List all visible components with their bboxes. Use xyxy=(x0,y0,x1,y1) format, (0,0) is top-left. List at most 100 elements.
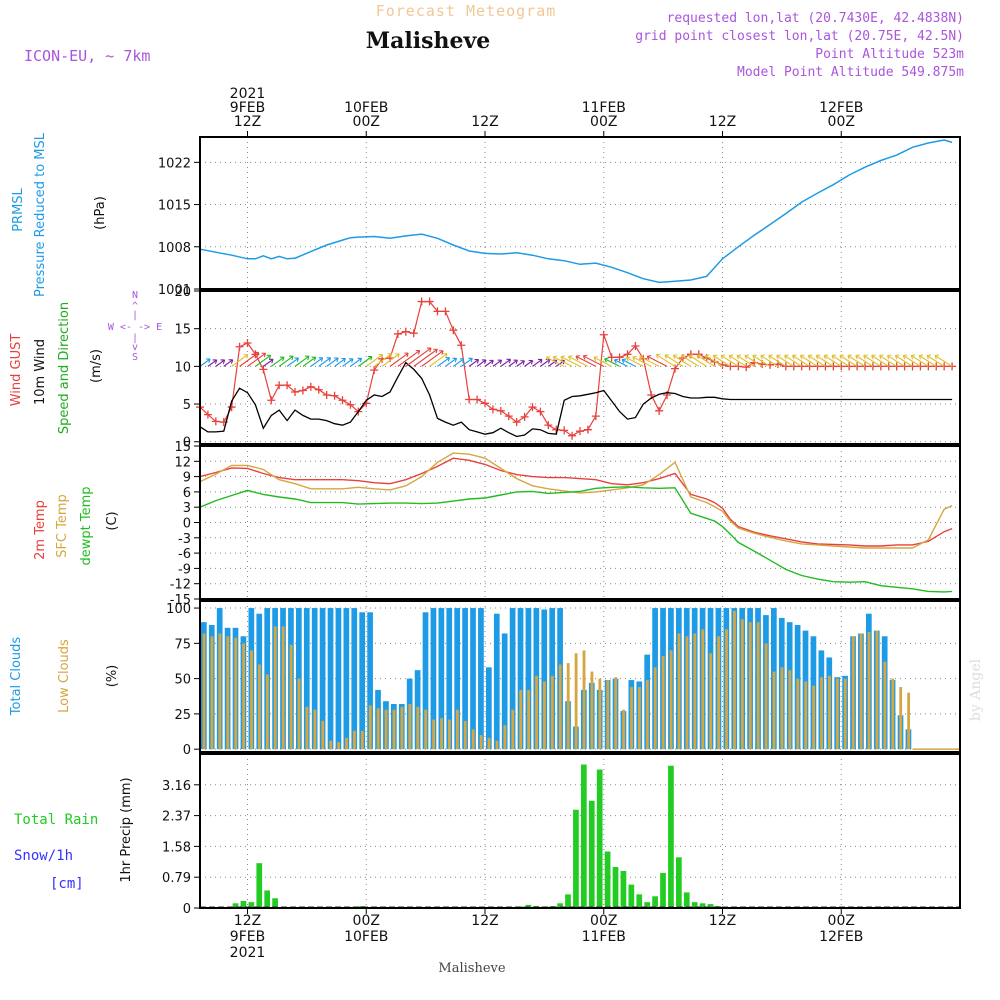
y-tick-label: -6 xyxy=(178,547,191,562)
low-cloud-bar xyxy=(202,633,206,750)
wind-direction-arrow xyxy=(247,352,266,367)
low-cloud-bar xyxy=(210,636,214,750)
compass-down: v xyxy=(132,342,138,353)
wind-direction-arrow xyxy=(568,355,589,367)
wind-arrow-head xyxy=(415,349,421,355)
wind-direction-arrow xyxy=(500,358,511,367)
y-tick-label: 75 xyxy=(174,637,191,652)
requested-coords: requested lon,lat (20.7430E, 42.4838N) xyxy=(667,11,964,26)
top-time-label: 12Z xyxy=(471,114,498,130)
wind-10m-line xyxy=(199,361,953,438)
rain-bar xyxy=(232,903,239,908)
low-cloud-bar xyxy=(638,687,641,750)
wind-arrow-head xyxy=(926,354,932,360)
wind-direction-arrow xyxy=(632,356,652,367)
wind-arrow-head xyxy=(863,354,868,360)
wind-arrow-head xyxy=(934,354,939,360)
top-time-label: 12Z xyxy=(709,114,736,130)
wind-direction-arrow xyxy=(389,352,409,367)
wind-arrow-head xyxy=(206,358,211,364)
wind-direction-arrow xyxy=(334,358,346,367)
wind-arrow-head xyxy=(696,354,701,360)
total-cloud-bar xyxy=(319,608,326,750)
low-cloud-bar xyxy=(883,661,887,750)
temp-sfc-label: SFC Temp xyxy=(55,494,70,558)
wind-gust-marker xyxy=(583,425,592,434)
wind-arrow-head xyxy=(712,354,718,360)
wind-arrow-head xyxy=(918,354,924,360)
rain-bar xyxy=(676,857,682,908)
wind-direction-arrow xyxy=(365,354,383,367)
low-cloud-bar xyxy=(748,622,752,750)
low-cloud-bar xyxy=(242,643,246,750)
wind-direction-arrow xyxy=(736,355,755,367)
wind-direction-arrow xyxy=(680,354,700,367)
wind-direction-arrow xyxy=(839,355,858,367)
total-cloud-bar xyxy=(327,608,334,750)
wind-direction-arrow xyxy=(720,355,739,367)
wind-direction-arrow xyxy=(302,356,316,367)
rain-bar xyxy=(525,904,532,908)
wind-direction-arrow xyxy=(255,354,271,367)
low-cloud-bar xyxy=(709,653,713,750)
wind-direction-arrow xyxy=(373,353,392,367)
compass-bar-2: | xyxy=(132,333,138,344)
wind-gust-marker xyxy=(655,406,664,415)
wind-direction-arrow xyxy=(626,357,644,367)
wind-direction-arrow xyxy=(902,355,921,367)
wind-arrow-head xyxy=(387,353,393,358)
wind-arrow-head xyxy=(266,354,272,360)
low-cloud-bar xyxy=(297,678,301,750)
y-tick-label: 15 xyxy=(174,323,191,338)
bottom-time-label: 10FEB xyxy=(344,929,388,945)
temp-sfc-line xyxy=(199,452,953,549)
compass-up: ^ xyxy=(132,301,138,312)
low-cloud-bar xyxy=(440,718,443,750)
panel-frame-temperature xyxy=(199,445,961,600)
wind-arrow-head xyxy=(614,358,619,364)
low-cloud-bar xyxy=(250,650,253,750)
temp-unit: (C) xyxy=(105,511,120,530)
wind-direction-arrow xyxy=(895,355,913,367)
wind-direction-arrow xyxy=(278,355,294,367)
point-altitude: Point Altitude 523m xyxy=(815,47,964,62)
wind-arrow-head xyxy=(445,357,451,362)
temp-dewpt-line xyxy=(199,486,953,593)
wind-arrow-head xyxy=(520,360,525,365)
compass-we: W <- -> E xyxy=(108,322,162,333)
wind-direction-arrow xyxy=(223,359,234,367)
pressure-label-2: Pressure Reduced to MSL xyxy=(33,132,48,297)
wind-gust-marker xyxy=(473,395,482,404)
wind-direction-arrow xyxy=(752,355,771,367)
wind-gust-marker xyxy=(686,350,695,359)
wind-arrow-head xyxy=(433,348,438,354)
wind-direction-arrow xyxy=(310,357,323,367)
wind-direction-arrow xyxy=(744,355,763,367)
wind-arrow-head xyxy=(632,355,637,361)
y-tick-label: 3.16 xyxy=(162,779,191,794)
wind-gust-marker xyxy=(449,326,458,335)
low-cloud-bar xyxy=(669,650,673,750)
wind-direction-arrow xyxy=(532,359,543,367)
low-cloud-bar xyxy=(701,629,705,750)
wind-arrow-head xyxy=(655,353,661,359)
wind-arrow-head xyxy=(404,352,409,358)
low-cloud-bar xyxy=(432,719,436,750)
low-cloud-bar xyxy=(273,626,277,750)
wind-gust-marker xyxy=(607,353,616,362)
y-tick-label: -9 xyxy=(178,562,191,577)
total-cloud-bar xyxy=(430,608,437,750)
rain-bar xyxy=(668,765,674,908)
y-tick-label: 0 xyxy=(183,436,191,451)
low-cloud-bar xyxy=(503,725,507,750)
wind-direction-arrow xyxy=(688,354,707,367)
wind-gust-marker xyxy=(259,365,268,374)
wind-direction-arrow xyxy=(508,359,518,367)
low-cloud-bar xyxy=(582,650,586,750)
top-time-label: 12Z xyxy=(234,114,261,130)
low-cloud-bar xyxy=(820,677,823,750)
low-cloud-bar xyxy=(891,678,895,750)
low-cloud-bar xyxy=(630,687,633,750)
low-cloud-bar xyxy=(764,643,768,750)
wind-arrow-head xyxy=(604,357,609,363)
